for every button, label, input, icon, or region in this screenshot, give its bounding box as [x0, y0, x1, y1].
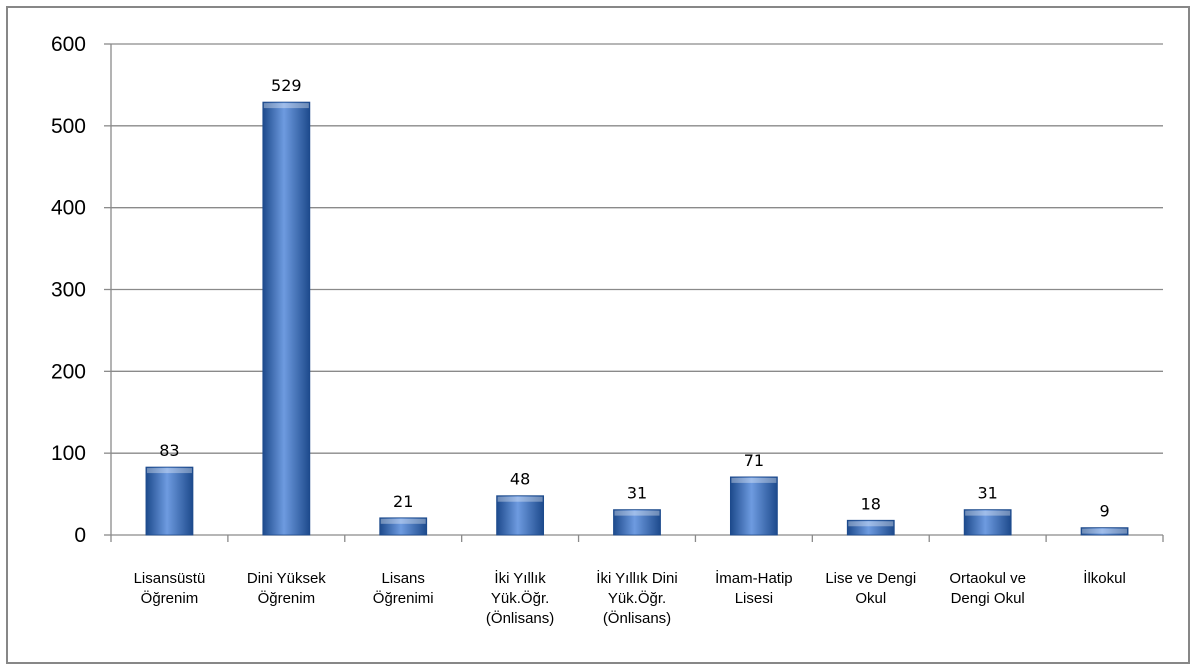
bars: [145, 101, 1129, 536]
category-label: Lisans Öğrenimi: [373, 570, 434, 607]
category-label: İmam-Hatip Lisesi: [715, 569, 793, 607]
bar: [846, 519, 895, 536]
bar: [729, 476, 778, 536]
data-label: 21: [393, 492, 413, 511]
data-label: 48: [510, 470, 530, 489]
y-tick-label: 400: [51, 197, 86, 220]
bar: [145, 466, 194, 536]
y-tick-label: 600: [51, 33, 86, 56]
y-tick-label: 200: [51, 360, 86, 383]
bar-highlight: [965, 510, 1011, 516]
labels: 0 100 200 300 400 500 600 83 Lisansüstü Öğrenim 52…: [51, 33, 1126, 627]
category-label: İki Yıllık Yük.Öğr. (Önlisans): [486, 569, 554, 627]
data-label: 31: [977, 484, 997, 503]
y-tick-label: 100: [51, 442, 86, 465]
bar-highlight: [263, 103, 309, 109]
y-tick-label: 0: [74, 524, 86, 547]
y-tick-label: 500: [51, 115, 86, 138]
category-label: Lise ve Dengi Okul: [825, 570, 916, 607]
bar: [496, 495, 545, 536]
bar-highlight: [380, 518, 426, 524]
bar-highlight: [848, 521, 894, 527]
data-label: 9: [1099, 502, 1109, 521]
bar: [613, 509, 661, 536]
bar: [1080, 527, 1129, 536]
bar: [262, 101, 311, 536]
data-label: 31: [627, 484, 647, 503]
bar-highlight: [497, 496, 543, 502]
bar-highlight: [731, 477, 777, 483]
category-label: Lisansüstü Öğrenim: [134, 570, 206, 607]
data-label: 71: [744, 451, 764, 470]
bar-highlight: [146, 468, 192, 474]
data-label: 18: [861, 494, 881, 513]
category-label: İlkokul: [1083, 569, 1126, 587]
data-label: 529: [271, 76, 302, 95]
bar-highlight: [614, 510, 660, 516]
data-label: 83: [159, 441, 179, 460]
y-tick-label: 300: [51, 279, 86, 302]
bar: [379, 517, 428, 536]
category-label: Dini Yüksek Öğrenim: [247, 570, 326, 607]
category-label: İki Yıllık Dini Yük.Öğr. (Önlisans): [596, 569, 677, 627]
bar: [963, 509, 1012, 536]
category-label: Ortaokul ve Dengi Okul: [949, 570, 1026, 607]
bar-highlight: [1082, 528, 1128, 534]
chart-frame: [6, 6, 1190, 664]
